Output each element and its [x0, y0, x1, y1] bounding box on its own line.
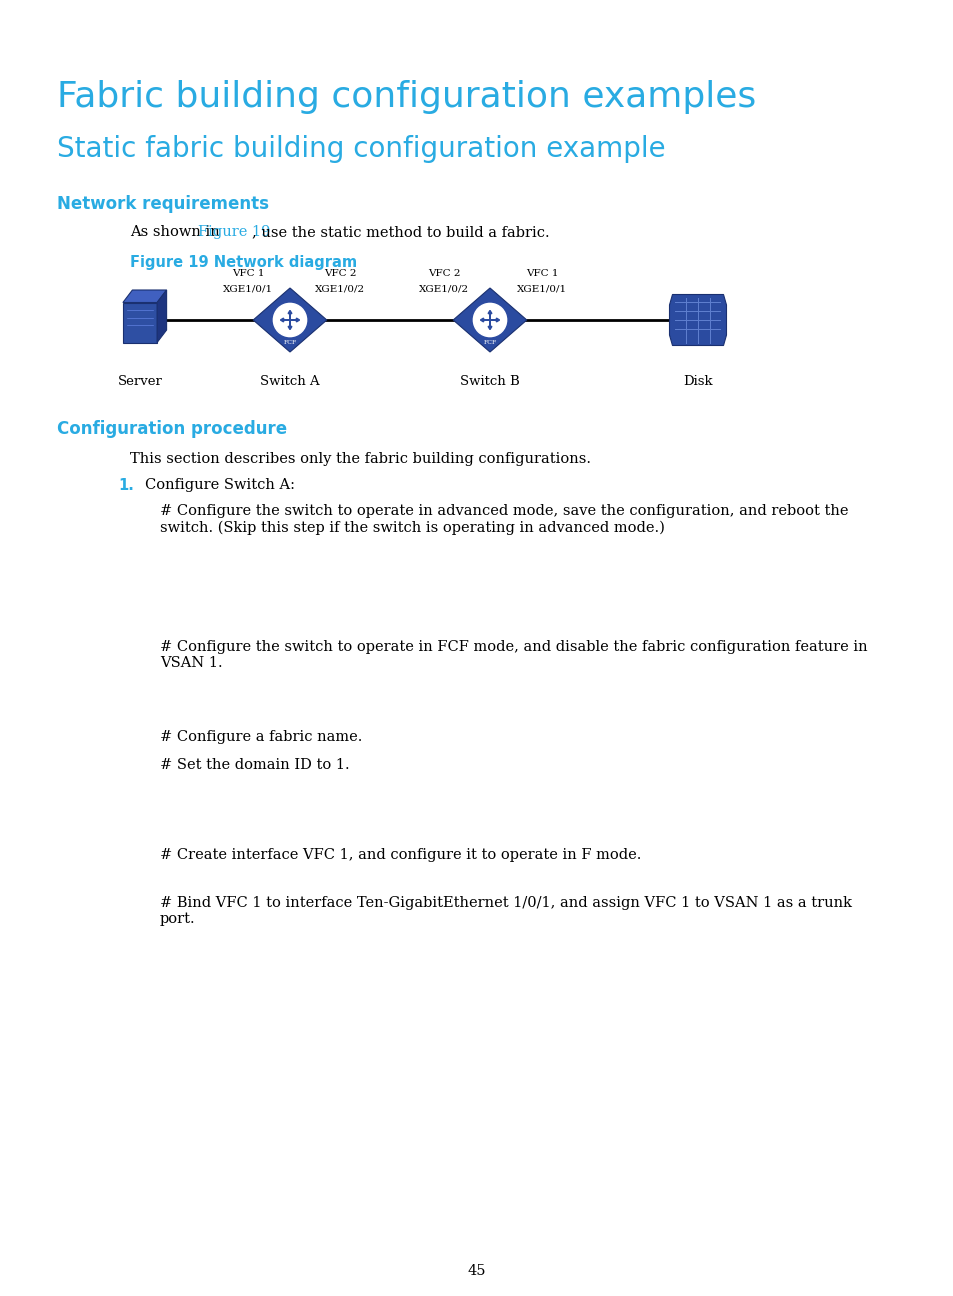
FancyArrow shape — [488, 320, 492, 329]
Text: # Set the domain ID to 1.: # Set the domain ID to 1. — [160, 758, 349, 772]
Polygon shape — [453, 288, 526, 353]
Text: XGE1/0/2: XGE1/0/2 — [418, 285, 469, 294]
Text: # Configure the switch to operate in advanced mode, save the configuration, and : # Configure the switch to operate in adv… — [160, 504, 847, 535]
Text: Static fabric building configuration example: Static fabric building configuration exa… — [57, 135, 665, 163]
FancyArrow shape — [288, 311, 292, 320]
Text: 1.: 1. — [118, 478, 133, 492]
Text: FCF: FCF — [483, 340, 497, 345]
Circle shape — [274, 303, 306, 337]
Text: VFC 1: VFC 1 — [525, 270, 558, 279]
Text: VFC 2: VFC 2 — [427, 270, 459, 279]
Text: Server: Server — [117, 375, 162, 388]
Text: Switch B: Switch B — [459, 375, 519, 388]
Text: Fabric building configuration examples: Fabric building configuration examples — [57, 80, 756, 114]
Text: Figure 19 Network diagram: Figure 19 Network diagram — [130, 255, 356, 270]
Text: FCF: FCF — [283, 340, 296, 345]
Text: XGE1/0/1: XGE1/0/1 — [223, 285, 273, 294]
FancyArrow shape — [290, 318, 299, 321]
Text: Switch A: Switch A — [260, 375, 319, 388]
FancyArrow shape — [280, 318, 290, 321]
Text: Configure Switch A:: Configure Switch A: — [145, 478, 294, 492]
Text: As shown in: As shown in — [130, 226, 224, 238]
Text: This section describes only the fabric building configurations.: This section describes only the fabric b… — [130, 452, 590, 467]
Text: # Bind VFC 1 to interface Ten-GigabitEthernet 1/0/1, and assign VFC 1 to VSAN 1 : # Bind VFC 1 to interface Ten-GigabitEth… — [160, 896, 851, 927]
FancyArrow shape — [490, 318, 499, 321]
Text: # Configure a fabric name.: # Configure a fabric name. — [160, 730, 362, 744]
FancyArrow shape — [488, 311, 492, 320]
Text: Figure 19: Figure 19 — [198, 226, 270, 238]
Text: # Configure the switch to operate in FCF mode, and disable the fabric configurat: # Configure the switch to operate in FCF… — [160, 640, 866, 670]
Text: Disk: Disk — [682, 375, 712, 388]
Text: , use the static method to build a fabric.: , use the static method to build a fabri… — [252, 226, 549, 238]
Polygon shape — [669, 294, 726, 346]
Polygon shape — [253, 288, 327, 353]
Polygon shape — [157, 290, 167, 342]
Polygon shape — [123, 302, 157, 342]
Text: VFC 1: VFC 1 — [232, 270, 264, 279]
Text: Configuration procedure: Configuration procedure — [57, 420, 287, 438]
FancyArrow shape — [288, 320, 292, 329]
Text: 45: 45 — [467, 1264, 486, 1278]
Text: VFC 2: VFC 2 — [323, 270, 355, 279]
Polygon shape — [123, 290, 167, 302]
Circle shape — [473, 303, 506, 337]
FancyArrow shape — [480, 318, 490, 321]
Text: Network requirements: Network requirements — [57, 194, 269, 213]
Text: XGE1/0/1: XGE1/0/1 — [517, 285, 566, 294]
Text: XGE1/0/2: XGE1/0/2 — [314, 285, 365, 294]
Text: # Create interface VFC 1, and configure it to operate in F mode.: # Create interface VFC 1, and configure … — [160, 848, 640, 862]
